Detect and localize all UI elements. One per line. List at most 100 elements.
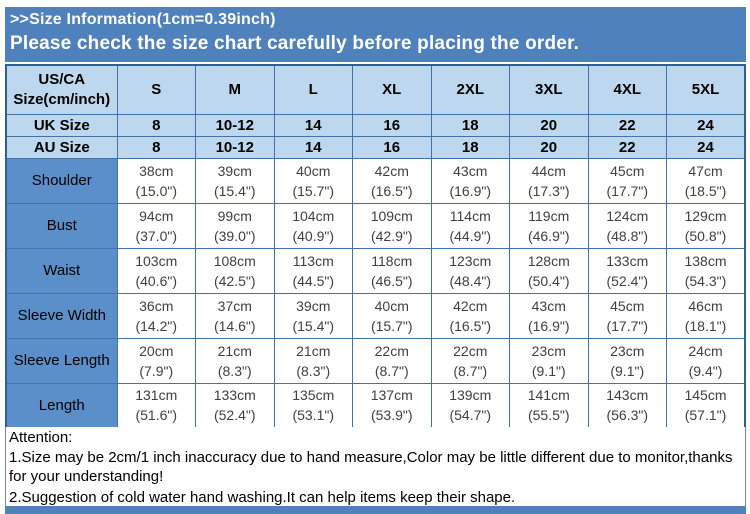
measurement-value-cell: 42cm (16.5") [352, 157, 432, 204]
measurement-value-cell: 43cm (16.9") [430, 157, 510, 204]
size-column-header: 4XL [587, 64, 667, 115]
size-column-header: XL [352, 64, 432, 115]
size-value-cell: 16 [352, 135, 432, 159]
size-info-banner: >>Size Information(1cm=0.39inch) Please … [5, 7, 746, 62]
measurement-row: Sleeve Length 20cm (7.9") 21cm (8.3") 21cm (8.… [5, 337, 746, 384]
measurement-row-label: Waist [5, 247, 118, 294]
measurement-value-cell: 37cm (14.6") [195, 292, 275, 339]
measurement-value-cell: 39cm (15.4") [195, 157, 275, 204]
measurement-row-label: Sleeve Length [5, 337, 118, 384]
size-column-header: M [195, 64, 275, 115]
attention-section: Attention: 1.Size may be 2cm/1 inch inac… [5, 427, 746, 506]
size-value-cell: 20 [509, 135, 589, 159]
measurement-value-cell: 45cm (17.7") [587, 157, 667, 204]
measurement-value-cell: 99cm (39.0") [195, 202, 275, 249]
size-column-header: S [116, 64, 196, 115]
size-column-header: L [273, 64, 353, 115]
measurement-value-cell: 46cm (18.1") [666, 292, 746, 339]
size-value-cell: 8 [116, 135, 196, 159]
measurement-value-cell: 22cm (8.7") [430, 337, 510, 384]
attention-title: Attention: [9, 429, 73, 446]
measurement-value-cell: 103cm (40.6") [116, 247, 196, 294]
measurement-value-cell: 108cm (42.5") [195, 247, 275, 294]
size-table-body: US/CA Size(cm/inch) S M L XL 2XL 3XL 4XL 5XL UK Si… [5, 64, 746, 429]
size-value-cell: 16 [352, 113, 432, 137]
size-column-header: 3XL [509, 64, 589, 115]
size-chart-table-wrap: US/CA Size(cm/inch) S M L XL 2XL 3XL 4XL 5XL UK Si… [5, 64, 746, 429]
measurement-value-cell: 104cm (40.9") [273, 202, 353, 249]
measurement-value-cell: 141cm (55.5") [509, 382, 589, 429]
size-value-cell: 22 [587, 135, 667, 159]
size-value-cell: 18 [430, 113, 510, 137]
size-value-cell: 20 [509, 113, 589, 137]
measurement-row: Bust 94cm (37.0") 99cm (39.0") 104cm (40.9") 10… [5, 202, 746, 249]
attention-note-1: 1.Size may be 2cm/1 inch inaccuracy due … [9, 448, 733, 486]
size-value-cell: 24 [666, 135, 746, 159]
size-value-cell: 10-12 [195, 113, 275, 137]
size-value-cell: 18 [430, 135, 510, 159]
measurement-value-cell: 131cm (51.6") [116, 382, 196, 429]
size-value-cell: 8 [116, 113, 196, 137]
banner-subtitle: Please check the size chart carefully be… [10, 33, 580, 54]
measurement-value-cell: 128cm (50.4") [509, 247, 589, 294]
corner-header-cell: US/CA Size(cm/inch) [5, 64, 118, 115]
uk-size-row-label: UK Size [5, 113, 118, 137]
measurement-value-cell: 23cm (9.1") [509, 337, 589, 384]
measurement-row-label: Sleeve Width [5, 292, 118, 339]
measurement-value-cell: 143cm (56.3") [587, 382, 667, 429]
uk-size-row: UK Size 8 10-12 14 16 18 20 22 24 [5, 113, 746, 137]
measurement-value-cell: 44cm (17.3") [509, 157, 589, 204]
measurement-value-cell: 133cm (52.4") [195, 382, 275, 429]
size-column-header: 5XL [666, 64, 746, 115]
au-size-row: AU Size 8 10-12 14 16 18 20 22 24 [5, 135, 746, 159]
measurement-value-cell: 24cm (9.4") [666, 337, 746, 384]
measurement-value-cell: 42cm (16.5") [430, 292, 510, 339]
measurement-value-cell: 39cm (15.4") [273, 292, 353, 339]
measurement-value-cell: 94cm (37.0") [116, 202, 196, 249]
measurement-row: Waist 103cm (40.6") 108cm (42.5") 113cm (44.5"… [5, 247, 746, 294]
size-column-header: 2XL [430, 64, 510, 115]
measurement-value-cell: 119cm (46.9") [509, 202, 589, 249]
measurement-row: Sleeve Width 36cm (14.2") 37cm (14.6") 39cm (1… [5, 292, 746, 339]
measurement-row-label: Length [5, 382, 118, 429]
measurement-value-cell: 118cm (46.5") [352, 247, 432, 294]
size-value-cell: 14 [273, 135, 353, 159]
measurement-value-cell: 133cm (52.4") [587, 247, 667, 294]
banner-title: >>Size Information(1cm=0.39inch) [10, 11, 276, 28]
measurement-row: Shoulder 38cm (15.0") 39cm (15.4") 40cm (15.7"… [5, 157, 746, 204]
measurement-value-cell: 123cm (48.4") [430, 247, 510, 294]
measurement-value-cell: 21cm (8.3") [273, 337, 353, 384]
measurement-value-cell: 113cm (44.5") [273, 247, 353, 294]
measurement-value-cell: 43cm (16.9") [509, 292, 589, 339]
measurement-value-cell: 45cm (17.7") [587, 292, 667, 339]
measurement-value-cell: 138cm (54.3") [666, 247, 746, 294]
measurement-value-cell: 21cm (8.3") [195, 337, 275, 384]
measurement-value-cell: 145cm (57.1") [666, 382, 746, 429]
attention-note-2: 2.Suggestion of cold water hand washing.… [9, 488, 516, 506]
measurement-value-cell: 23cm (9.1") [587, 337, 667, 384]
measurement-value-cell: 129cm (50.8") [666, 202, 746, 249]
measurement-value-cell: 40cm (15.7") [273, 157, 353, 204]
bottom-divider-bar [5, 506, 746, 514]
measurement-value-cell: 40cm (15.7") [352, 292, 432, 339]
measurement-value-cell: 124cm (48.8") [587, 202, 667, 249]
size-value-cell: 22 [587, 113, 667, 137]
size-value-cell: 14 [273, 113, 353, 137]
measurement-value-cell: 36cm (14.2") [116, 292, 196, 339]
size-value-cell: 24 [666, 113, 746, 137]
measurement-value-cell: 114cm (44.9") [430, 202, 510, 249]
measurement-value-cell: 22cm (8.7") [352, 337, 432, 384]
measurement-value-cell: 20cm (7.9") [116, 337, 196, 384]
size-value-cell: 10-12 [195, 135, 275, 159]
size-table-header-row: US/CA Size(cm/inch) S M L XL 2XL 3XL 4XL 5XL [5, 64, 746, 115]
measurement-value-cell: 38cm (15.0") [116, 157, 196, 204]
measurement-row-label: Shoulder [5, 157, 118, 204]
measurement-value-cell: 137cm (53.9") [352, 382, 432, 429]
au-size-row-label: AU Size [5, 135, 118, 159]
measurement-value-cell: 47cm (18.5") [666, 157, 746, 204]
size-chart-table: US/CA Size(cm/inch) S M L XL 2XL 3XL 4XL 5XL UK Si… [5, 64, 746, 429]
measurement-value-cell: 135cm (53.1") [273, 382, 353, 429]
measurement-value-cell: 139cm (54.7") [430, 382, 510, 429]
measurement-row: Length 131cm (51.6") 133cm (52.4") 135cm (53.1… [5, 382, 746, 429]
